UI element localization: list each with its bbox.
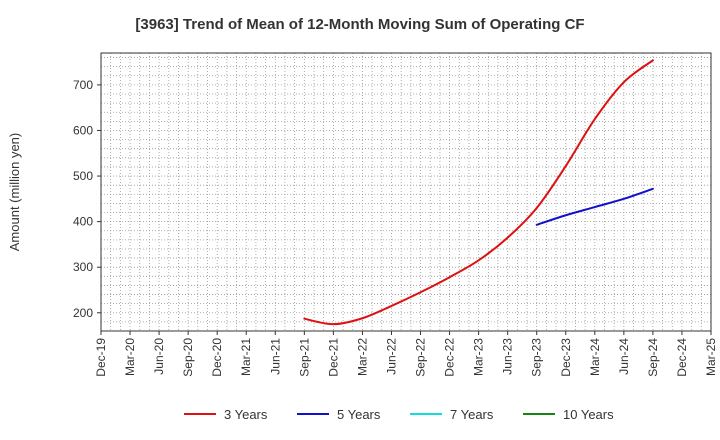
x-tick-label: Dec-23 — [559, 338, 573, 377]
x-tick-label: Jun-21 — [268, 338, 282, 375]
x-tick-label: Sep-21 — [297, 338, 311, 377]
legend-label: 3 Years — [224, 407, 268, 422]
series-line — [535, 187, 654, 226]
chart-title: [3963] Trend of Mean of 12-Month Moving … — [135, 16, 584, 33]
y-tick-label: 600 — [73, 123, 93, 137]
x-tick-label: Mar-22 — [355, 338, 369, 376]
x-tick-label: Sep-24 — [646, 338, 660, 377]
series-line — [303, 59, 654, 326]
x-axis-ticks: Dec-19 Mar-20 Jun-20 Sep-20 Dec-20 Mar-21 Jun-… — [94, 331, 718, 377]
x-tick-label: Dec-20 — [210, 338, 224, 377]
x-tick-label: Jun-20 — [152, 338, 166, 375]
x-tick-label: Mar-21 — [239, 338, 253, 376]
series-lines — [303, 59, 654, 326]
y-tick-label: 700 — [73, 78, 93, 92]
x-tick-label: Jun-24 — [617, 338, 631, 375]
legend: 3 Years 5 Years 7 Years 10 Years — [184, 407, 614, 422]
y-tick-label: 500 — [73, 169, 93, 183]
x-tick-label: Sep-23 — [530, 338, 544, 377]
x-tick-label: Dec-22 — [443, 338, 457, 377]
y-tick-label: 200 — [73, 306, 93, 320]
x-tick-label: Jun-22 — [384, 338, 398, 375]
x-tick-label: Dec-19 — [94, 338, 108, 377]
x-tick-label: Mar-25 — [704, 338, 718, 376]
x-tick-label: Mar-23 — [472, 338, 486, 376]
y-axis-ticks: 200 300 400 500 600 700 — [73, 78, 101, 320]
legend-label: 10 Years — [563, 407, 614, 422]
x-tick-label: Sep-20 — [181, 338, 195, 377]
y-axis-label: Amount (million yen) — [7, 133, 22, 252]
y-tick-label: 400 — [73, 215, 93, 229]
x-tick-label: Dec-24 — [675, 338, 689, 377]
grid-lines — [100, 53, 711, 332]
plot-area — [100, 52, 712, 332]
x-tick-label: Mar-24 — [588, 338, 602, 376]
x-tick-label: Sep-22 — [414, 338, 428, 377]
legend-label: 5 Years — [337, 407, 381, 422]
x-tick-label: Jun-23 — [501, 338, 515, 375]
x-tick-label: Dec-21 — [326, 338, 340, 377]
legend-label: 7 Years — [450, 407, 494, 422]
x-tick-label: Mar-20 — [123, 338, 137, 376]
y-tick-label: 300 — [73, 260, 93, 274]
